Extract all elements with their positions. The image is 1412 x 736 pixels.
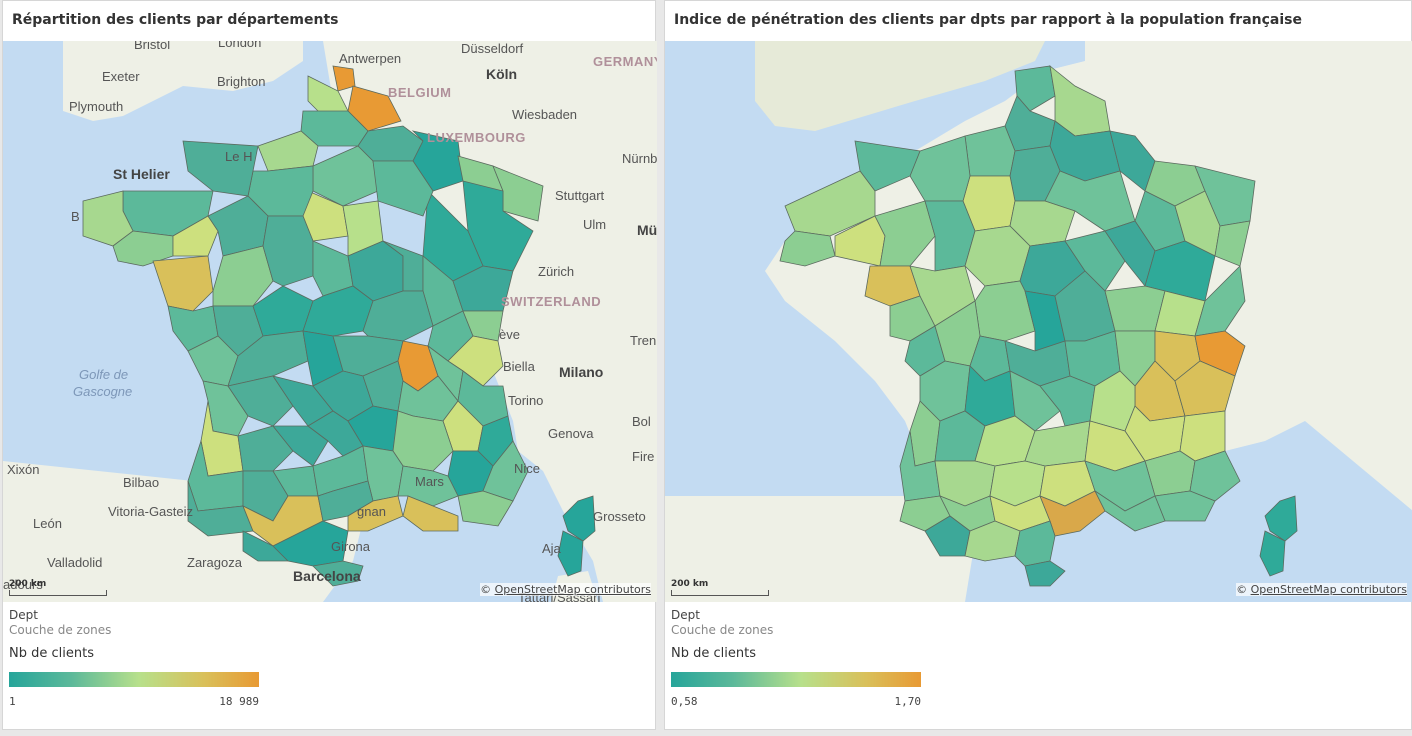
place-label: Mars — [415, 474, 444, 489]
legend-color-scale — [671, 672, 921, 687]
map-panel-penetration: Indice de pénétration des clients par dp… — [664, 0, 1412, 730]
place-label: Fire — [632, 449, 654, 464]
legend-min: 1 — [9, 695, 16, 708]
place-label: Le H — [225, 149, 252, 164]
legend-max: 18 989 — [207, 695, 259, 708]
place-label: BELGIUM — [388, 85, 451, 100]
legend-dimension: Dept — [671, 608, 700, 622]
place-label: Genova — [548, 426, 594, 441]
place-label: Biella — [503, 359, 536, 374]
map-scale: 200 km — [671, 579, 769, 596]
map-legend: Dept Couche de zones Nb de clients 1 18 … — [3, 602, 655, 730]
department-region[interactable] — [1105, 286, 1165, 331]
legend-layer: Couche de zones — [671, 623, 773, 637]
map-attribution[interactable]: © OpenStreetMap contributors — [480, 583, 651, 596]
place-label: Tren — [630, 333, 656, 348]
map-canvas[interactable] — [665, 41, 1412, 602]
place-label: Nürnb — [622, 151, 657, 166]
place-label: B — [71, 209, 80, 224]
place-label: Exeter — [102, 69, 140, 84]
place-label: Ulm — [583, 217, 606, 232]
map-scale: 200 km — [9, 579, 107, 596]
choropleth-map-penetration[interactable]: 200 km © OpenStreetMap contributors — [665, 41, 1412, 602]
place-label: Bilbao — [123, 475, 159, 490]
legend-dimension: Dept — [9, 608, 38, 622]
map-canvas[interactable]: Bristol London Antwerpen Düsseldorf GERM… — [3, 41, 657, 602]
place-label: León — [33, 516, 62, 531]
place-label: Aja — [542, 541, 562, 556]
legend-color-scale — [9, 672, 259, 687]
place-label: Torino — [508, 393, 543, 408]
place-label: Vitoria-Gasteiz — [108, 504, 193, 519]
panel-title: Indice de pénétration des clients par dp… — [674, 12, 1302, 28]
place-label: Golfe de — [79, 367, 128, 382]
panel-title: Répartition des clients par départements — [12, 12, 338, 28]
place-label: Barcelona — [293, 568, 361, 584]
place-label: Köln — [486, 66, 517, 82]
map-panel-clients: Répartition des clients par départements — [2, 0, 656, 730]
place-label: Mü — [637, 222, 657, 238]
place-label: Gascogne — [73, 384, 132, 399]
place-label: SWITZERLAND — [501, 294, 601, 309]
place-label: Düsseldorf — [461, 41, 524, 56]
place-label: Stuttgart — [555, 188, 605, 203]
place-label: Bristol — [134, 41, 170, 52]
place-label: Plymouth — [69, 99, 123, 114]
place-label: Antwerpen — [339, 51, 401, 66]
place-label: St Helier — [113, 166, 170, 182]
place-label: Girona — [331, 539, 371, 554]
place-label: Brighton — [217, 74, 265, 89]
place-label: Milano — [559, 364, 603, 380]
legend-max: 1,70 — [869, 695, 921, 708]
place-label: ève — [499, 327, 520, 342]
map-legend: Dept Couche de zones Nb de clients 0,58 … — [665, 602, 1411, 730]
place-label: Zürich — [538, 264, 574, 279]
place-label: GERMANY — [593, 54, 657, 69]
place-label: Wiesbaden — [512, 107, 577, 122]
legend-measure: Nb de clients — [671, 646, 756, 661]
choropleth-map-clients[interactable]: Bristol London Antwerpen Düsseldorf GERM… — [3, 41, 657, 602]
place-label: LUXEMBOURG — [427, 130, 526, 145]
legend-min: 0,58 — [671, 695, 698, 708]
place-label: Grosseto — [593, 509, 646, 524]
place-label: Xixón — [7, 462, 40, 477]
place-label: Valladolid — [47, 555, 102, 570]
place-label: Nice — [514, 461, 540, 476]
map-attribution[interactable]: © OpenStreetMap contributors — [1236, 583, 1407, 596]
legend-layer: Couche de zones — [9, 623, 111, 637]
legend-measure: Nb de clients — [9, 646, 94, 661]
place-label: gnan — [357, 504, 386, 519]
place-label: Zaragoza — [187, 555, 243, 570]
place-label: London — [218, 41, 261, 50]
place-label: Bol — [632, 414, 651, 429]
